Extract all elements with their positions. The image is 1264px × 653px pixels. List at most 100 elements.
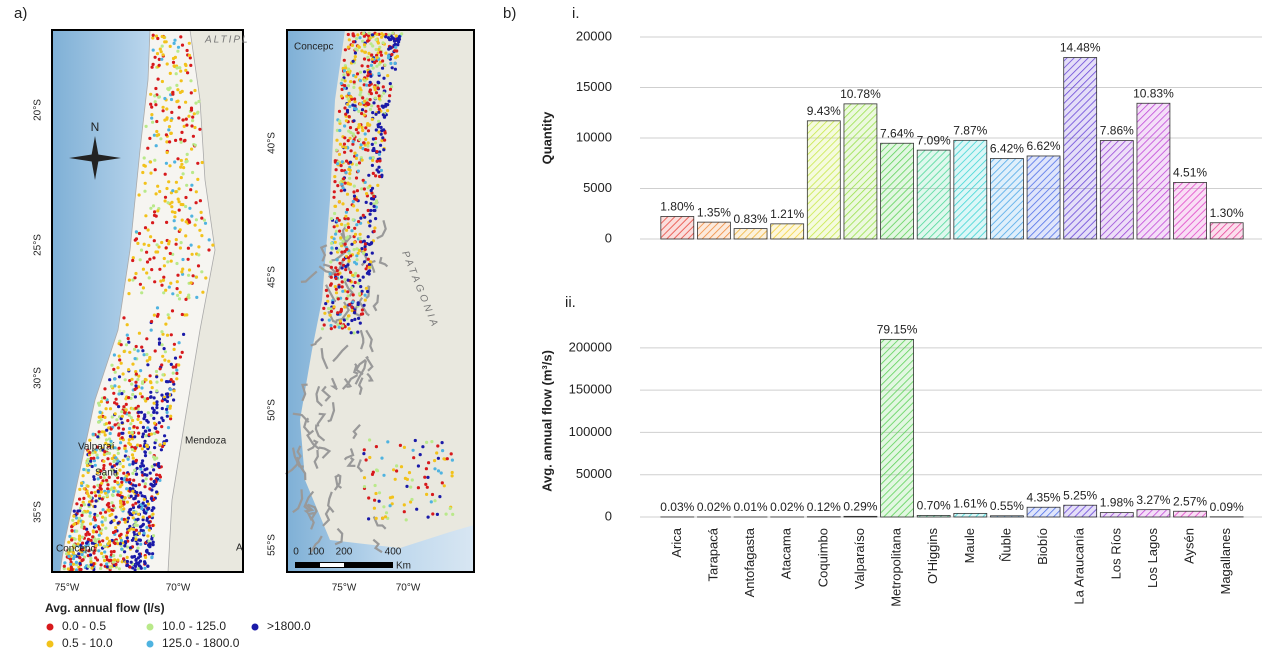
- map-dot: [116, 490, 120, 494]
- map-dot: [368, 80, 372, 84]
- map-dot: [98, 543, 103, 547]
- island: [327, 491, 335, 513]
- map-dot: [373, 96, 377, 100]
- map-dot: [354, 176, 359, 180]
- map-dot: [106, 483, 110, 487]
- map-dot: [123, 540, 127, 544]
- map-dot: [123, 454, 127, 458]
- map-dot: [441, 449, 445, 453]
- map-dot: [348, 95, 353, 99]
- map-dot: [180, 312, 184, 317]
- map-dot: [62, 567, 66, 571]
- map-dot: [371, 44, 375, 48]
- map-dot: [187, 296, 191, 300]
- map-dot: [329, 217, 334, 221]
- map-dot: [370, 163, 374, 167]
- map-dot: [155, 430, 159, 434]
- map-dot: [128, 463, 132, 467]
- map-dot: [107, 505, 111, 509]
- map-dot: [364, 200, 368, 204]
- map-dot: [171, 292, 175, 296]
- map-dot: [375, 159, 379, 163]
- map-dot: [138, 525, 143, 529]
- map-dot: [139, 566, 143, 570]
- map-dot: [349, 80, 353, 84]
- map-dot: [362, 34, 366, 38]
- map-dot: [172, 219, 176, 223]
- map-dot: [150, 319, 154, 324]
- map-dot: [355, 254, 359, 258]
- map-dot: [153, 441, 157, 445]
- map-dot: [101, 555, 106, 559]
- x-tick-label: Antofagasta: [742, 527, 757, 597]
- map-dot: [155, 52, 160, 56]
- map-dot: [324, 302, 328, 306]
- map-dot: [386, 440, 390, 444]
- map-dot: [402, 445, 406, 449]
- map-dot: [375, 83, 379, 87]
- map-dot: [344, 268, 348, 272]
- map-dot: [136, 417, 140, 421]
- map-dot: [101, 523, 105, 527]
- map-dot: [416, 486, 420, 490]
- map-dot: [360, 187, 364, 191]
- map-dot: [89, 459, 93, 463]
- map-dot: [372, 194, 376, 198]
- map-dot: [99, 490, 103, 494]
- map-dot: [175, 66, 179, 70]
- map-dot: [376, 41, 380, 45]
- map-dot: [75, 563, 79, 567]
- map-dot: [145, 518, 149, 522]
- map-dot: [323, 311, 327, 315]
- map-dot: [346, 182, 350, 186]
- map-dot: [360, 49, 364, 53]
- map-dot: [393, 477, 397, 481]
- map-dot: [85, 461, 89, 465]
- map-dot: [115, 462, 119, 466]
- map-dot: [333, 211, 337, 216]
- map-dot: [394, 34, 398, 38]
- map-dot: [110, 487, 114, 491]
- map-dot: [187, 114, 191, 118]
- map-dot: [360, 308, 364, 312]
- map-dot: [128, 442, 132, 447]
- map-dot: [327, 318, 331, 322]
- map-dot: [149, 413, 153, 417]
- map-dot: [390, 502, 394, 506]
- map-dot: [170, 110, 174, 114]
- island: [358, 301, 370, 317]
- map-dot: [73, 537, 77, 541]
- legend-label: 0.5 - 10.0: [62, 636, 113, 650]
- map-dot: [78, 487, 82, 491]
- map-dot: [346, 256, 350, 260]
- map-dot: [191, 134, 195, 138]
- lat-label: 55°S: [267, 534, 278, 556]
- map-dot: [97, 403, 101, 407]
- map-dot: [368, 70, 372, 74]
- map-dot: [367, 272, 371, 276]
- map-dot: [360, 158, 364, 162]
- map-dot: [156, 463, 160, 468]
- map-dot: [121, 458, 125, 462]
- map-dot: [93, 518, 97, 522]
- map-dot: [368, 455, 372, 460]
- map-dot: [404, 518, 408, 522]
- map-dot: [365, 97, 369, 101]
- map-dot: [103, 564, 107, 568]
- map-dot: [131, 362, 135, 366]
- map-dot: [88, 438, 92, 442]
- map-dot: [114, 397, 118, 401]
- map-dot: [96, 435, 100, 439]
- map-dot: [69, 562, 73, 567]
- map-dot: [378, 159, 382, 163]
- map-dot: [140, 461, 144, 465]
- value-label: 10.78%: [840, 87, 881, 101]
- map-dot: [329, 283, 333, 287]
- map-dot: [141, 479, 145, 483]
- value-label: 1.21%: [770, 207, 804, 221]
- map-dot: [109, 439, 113, 443]
- island: [292, 412, 310, 424]
- island: [378, 256, 389, 268]
- map-dot: [175, 287, 179, 291]
- map-dot: [163, 172, 167, 176]
